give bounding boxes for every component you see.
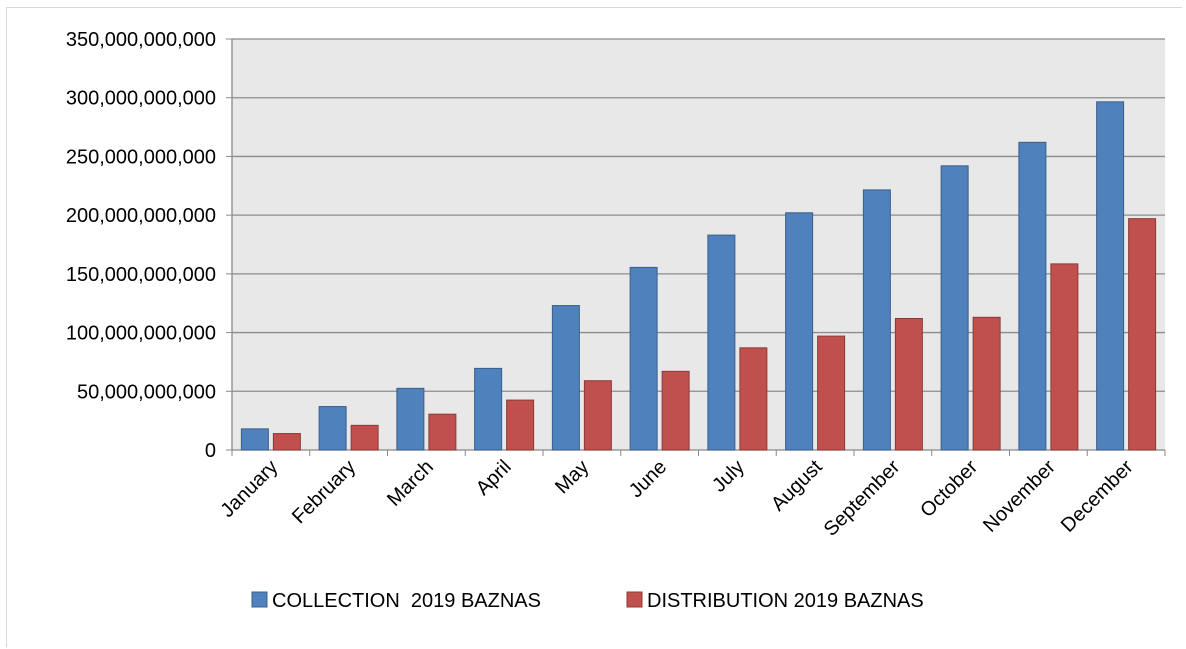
bar-collection [629,266,658,451]
bar-collection [474,367,503,451]
x-tick-label: June [625,456,671,502]
bar-collection [785,212,814,451]
y-tick-label: 200,000,000,000 [66,205,216,227]
legend: COLLECTION 2019 BAZNAS DISTRIBUTION 2019 … [251,590,924,612]
x-tick-label: September [820,456,905,541]
bar-distribution [661,370,690,451]
x-tick-label: February [288,456,360,528]
x-tick-label: April [472,456,516,500]
bar-distribution [739,347,768,451]
y-tick-label: 50,000,000,000 [77,381,216,403]
x-tick-label: December [1057,456,1138,537]
x-tick-label: March [383,456,438,511]
bar-distribution [350,424,379,451]
legend-swatch-distribution [626,591,643,608]
bar-collection [707,234,736,451]
y-axis-ticks: 0 50,000,000,000 100,000,000,000 150,000,00… [66,29,216,462]
bar-collection [1018,141,1047,451]
y-tick-label: 150,000,000,000 [66,264,216,286]
x-tick-label: May [551,456,593,498]
x-tick-label: October [916,456,982,522]
y-tick-label: 0 [205,440,216,462]
bar-collection [862,189,891,451]
bar-distribution [1128,218,1157,451]
bar-collection [240,428,269,451]
plot-area [232,39,1165,450]
x-tick-label: July [708,456,749,497]
y-tick-label: 350,000,000,000 [66,29,216,51]
y-tick-label: 300,000,000,000 [66,88,216,110]
x-tick-label: August [767,456,827,516]
bar-distribution [506,399,535,451]
bar-distribution [894,317,923,451]
bar-collection [940,165,969,451]
bar-distribution [972,316,1001,451]
bar-collection [318,406,347,451]
bar-collection [551,305,580,451]
bar-distribution [817,335,846,451]
x-tick-label: November [979,456,1060,537]
bar-collection [396,387,425,451]
gridlines [226,38,1166,456]
bar-collection [1096,101,1125,451]
bar-distribution [272,433,301,451]
y-tick-label: 250,000,000,000 [66,146,216,168]
bars [240,101,1157,451]
legend-label-distribution: DISTRIBUTION 2019 BAZNAS [647,590,924,612]
bar-distribution [1050,263,1079,451]
y-tick-label: 100,000,000,000 [66,323,216,345]
chart-frame [6,7,1182,647]
legend-swatch-collection [251,591,268,608]
bar-distribution [428,413,457,451]
x-axis-ticks: January February March April May June July Augu… [217,456,1138,541]
x-tick-label: January [217,456,283,522]
bar-distribution [583,380,612,451]
legend-label-collection: COLLECTION 2019 BAZNAS [272,590,541,612]
